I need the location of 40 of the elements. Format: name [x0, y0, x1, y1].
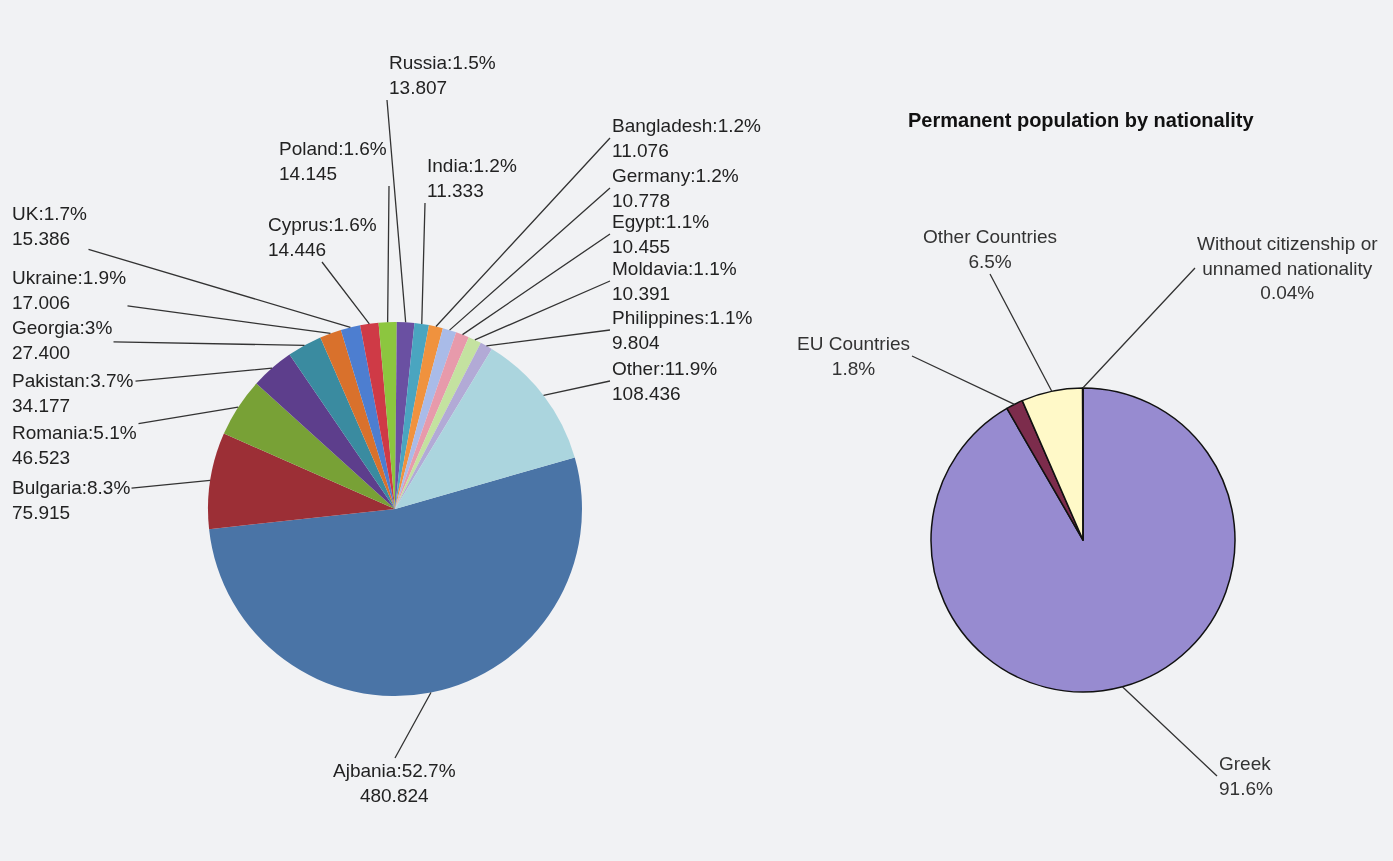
- pie-slice: [395, 332, 469, 509]
- data-label: 1.8%: [831, 357, 876, 379]
- slice-label: UK:1.7% 15.386: [12, 203, 88, 249]
- slice-label: Russia:1.5% 13.807: [389, 52, 496, 98]
- slice-label: Pakistan:3.7% 34.177: [12, 370, 134, 416]
- pie-slice: [340, 325, 395, 509]
- slice-label: Other:11.9% 108.436: [612, 358, 718, 404]
- pie-slice: [930, 387, 1236, 693]
- slice-label: Georgia:3% 27.400: [12, 317, 113, 363]
- slice-label: Egypt:1.1% 10.455: [612, 211, 710, 257]
- pie-slice: [208, 433, 395, 530]
- slice-label: Ajbania:52.7% 480.824: [333, 760, 456, 806]
- pie-slice: [395, 323, 429, 509]
- data-label: 91.6%: [1219, 777, 1273, 799]
- slice-label: Poland:1.6% 14.145: [279, 138, 387, 184]
- chart-title: Permanent population by nationality: [908, 109, 1255, 131]
- pie-slice: [360, 322, 395, 509]
- slice-label: Bulgaria:8.3% 75.915: [12, 477, 131, 523]
- slice-label: EU Countries: [797, 333, 910, 354]
- data-label: 6.5%: [968, 250, 1012, 272]
- data-label: 0.04%: [1260, 282, 1315, 304]
- pie-slice: [320, 330, 395, 509]
- slice-label: Philippines:1.1% 9.804: [612, 307, 753, 353]
- pie-slice: [395, 349, 575, 509]
- pie-slice: [223, 383, 395, 509]
- slice-label: Without citizenship or unnamed nationality: [1197, 233, 1379, 279]
- pie-slice: [395, 325, 443, 509]
- slice-label: Romania:5.1% 46.523: [12, 422, 137, 468]
- slice-label: Ukraine:1.9% 17.006: [12, 267, 127, 313]
- pie-slice: [209, 457, 582, 696]
- pie-slice: [256, 354, 395, 509]
- slice-label: Greek: [1219, 753, 1272, 774]
- slice-label: Germany:1.2% 10.778: [612, 165, 739, 211]
- slice-label: Bangladesh:1.2% 11.076: [612, 115, 762, 161]
- slice-label: Moldavia:1.1% 10.391: [612, 258, 737, 304]
- slice-label: Cyprus:1.6% 14.446: [268, 214, 377, 260]
- slice-label: India:1.2% 11.333: [427, 155, 517, 201]
- slice-label: Other Countries: [923, 226, 1058, 247]
- pie-slice: [395, 328, 457, 509]
- pie-slice: [289, 337, 395, 509]
